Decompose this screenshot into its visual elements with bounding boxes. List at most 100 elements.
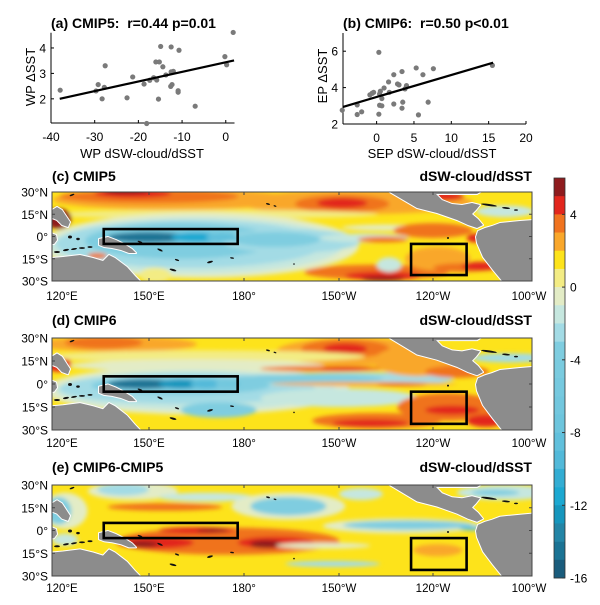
panel-e-island [71, 542, 77, 545]
panel-c-island [207, 260, 213, 264]
panel-a-y-tick-label: 2 [39, 92, 46, 106]
map-panel-e: (e) CMIP6-CMIP5 dSW-cloud/dSST 120°E 150°… [21, 459, 546, 595]
panel-e-philippines-land [52, 499, 71, 522]
panel-e-variable-label: dSW-cloud/dSST [420, 459, 533, 475]
panel-b-scatter-point [420, 72, 426, 78]
colorbar-segment [554, 450, 565, 470]
panel-e-field-contour [339, 488, 383, 501]
panel-d-lon-tick-label: 120°W [416, 438, 451, 450]
colorbar-segment [554, 341, 565, 361]
panel-d-island [174, 407, 180, 410]
panel-e-field-contour [158, 492, 254, 502]
panel-d-north-america-land [387, 338, 484, 377]
panel-c-field-contour [206, 232, 238, 242]
panel-a-x-label: WP dSW-cloud/dSST [80, 146, 204, 161]
panel-b-scatter-point [400, 99, 406, 105]
panel-d-field-contour [231, 374, 384, 384]
panel-d-field-contour [158, 379, 203, 389]
panel-e-wp-region-box [102, 521, 239, 540]
panel-b-x-tick-label: 20 [519, 131, 533, 145]
panel-d-island [54, 399, 60, 401]
panel-c-lon-tick-label: 120°W [416, 291, 451, 303]
colorbar-segment [554, 378, 565, 397]
panel-d-field-contour [320, 367, 371, 371]
panel-a-scatter-point [102, 63, 108, 69]
panel-d-field-contour [190, 379, 222, 389]
panel-d-island [481, 349, 497, 353]
panel-b-scatter-point [425, 99, 431, 105]
panel-c-island [273, 205, 277, 207]
panel-a-scatter-point [144, 120, 150, 127]
panel-c-island [63, 248, 69, 252]
colorbar-segment [554, 414, 565, 433]
panel-b-y-tick-label: 6 [331, 45, 338, 59]
panel-b-scatter-point [385, 79, 392, 85]
panel-c-island [87, 246, 93, 248]
panel-b-x-tick-label: 0 [373, 131, 380, 145]
panel-d-lon-tick-label: 150°E [133, 438, 165, 450]
panel-d-lon-tick-label: 120°E [46, 438, 78, 450]
panel-a-scatter-point [169, 81, 175, 88]
panel-e-lat-tick-label: 30°N [21, 479, 48, 493]
panel-d-island [169, 417, 177, 420]
colorbar-tick-label: -8 [570, 426, 581, 440]
panel-d-island [68, 383, 72, 386]
panel-d-lat-tick-label: 0° [37, 378, 49, 392]
panel-e-map-area [51, 484, 533, 577]
panel-d-island [207, 409, 213, 412]
panel-b-x-tick-label: 15 [482, 131, 496, 145]
panel-b-scatter-point [376, 49, 382, 55]
panel-d-australia-land [52, 402, 142, 430]
panel-c-island [137, 240, 143, 244]
panel-d-island [63, 396, 69, 400]
panel-a-scatter-point [156, 59, 162, 65]
panel-d-island [514, 355, 518, 358]
panel-d-field-contour [332, 419, 408, 427]
panel-d-island [157, 396, 163, 400]
panel-c-island [266, 203, 270, 205]
panel-e-island [157, 542, 163, 546]
panel-a-y-tick-label: 4 [39, 41, 46, 55]
panel-d-island [71, 395, 77, 398]
panel-e-sep-region-box [409, 536, 468, 572]
panel-c-philippines-land [52, 206, 71, 228]
panel-d-map-frame [51, 337, 533, 431]
panel-d-lat-tick-label: 15°N [21, 355, 48, 369]
panel-b-scatter-point [379, 103, 385, 109]
panel-e-island [69, 486, 75, 490]
panel-e-island [68, 529, 72, 533]
panel-a-scatter-point [160, 64, 166, 70]
panel-d-field-contour [471, 353, 532, 363]
panel-c-field-contour [94, 192, 172, 198]
panel-d-lat-tick-label: 15°S [22, 401, 48, 415]
panel-a-y-tick-label: 3 [39, 67, 46, 81]
panel-c-field-contour [231, 232, 320, 247]
panel-d-island [266, 349, 270, 352]
panel-a-scatter-point [158, 43, 164, 50]
panel-c-wp-region-box [102, 227, 239, 246]
panel-c-island [481, 203, 497, 207]
panel-e-north-america-land [387, 485, 484, 523]
panel-a-scatter-point [176, 47, 182, 53]
panel-e-island [293, 557, 295, 560]
colorbar-segment [554, 468, 565, 488]
panel-d-island [273, 351, 277, 354]
panel-d-field-contour [180, 402, 257, 418]
colorbar-segment [554, 432, 565, 452]
panel-c-field-contour [357, 236, 408, 243]
colorbar-segment [554, 232, 565, 252]
panel-c-lon-tick-label: 180° [232, 291, 256, 303]
map-panel-d: (d) CMIP6 dSW-cloud/dSST 120°E 150°E 180° 1… [21, 312, 546, 450]
panel-e-lon-tick-label: 180° [232, 583, 256, 595]
colorbar-segment [554, 505, 565, 524]
panel-e-island [137, 534, 143, 538]
panel-e-island [174, 553, 180, 556]
panel-c-island [68, 235, 72, 239]
panel-c-field-contour [360, 276, 405, 281]
panel-d-title: (d) CMIP6 [52, 312, 117, 328]
panel-c-variable-label: dSW-cloud/dSST [420, 168, 533, 184]
colorbar-segment [554, 214, 565, 233]
panel-d-field-contour [107, 379, 178, 389]
panel-e-island [63, 543, 69, 546]
panel-a-regression-line [59, 59, 235, 100]
